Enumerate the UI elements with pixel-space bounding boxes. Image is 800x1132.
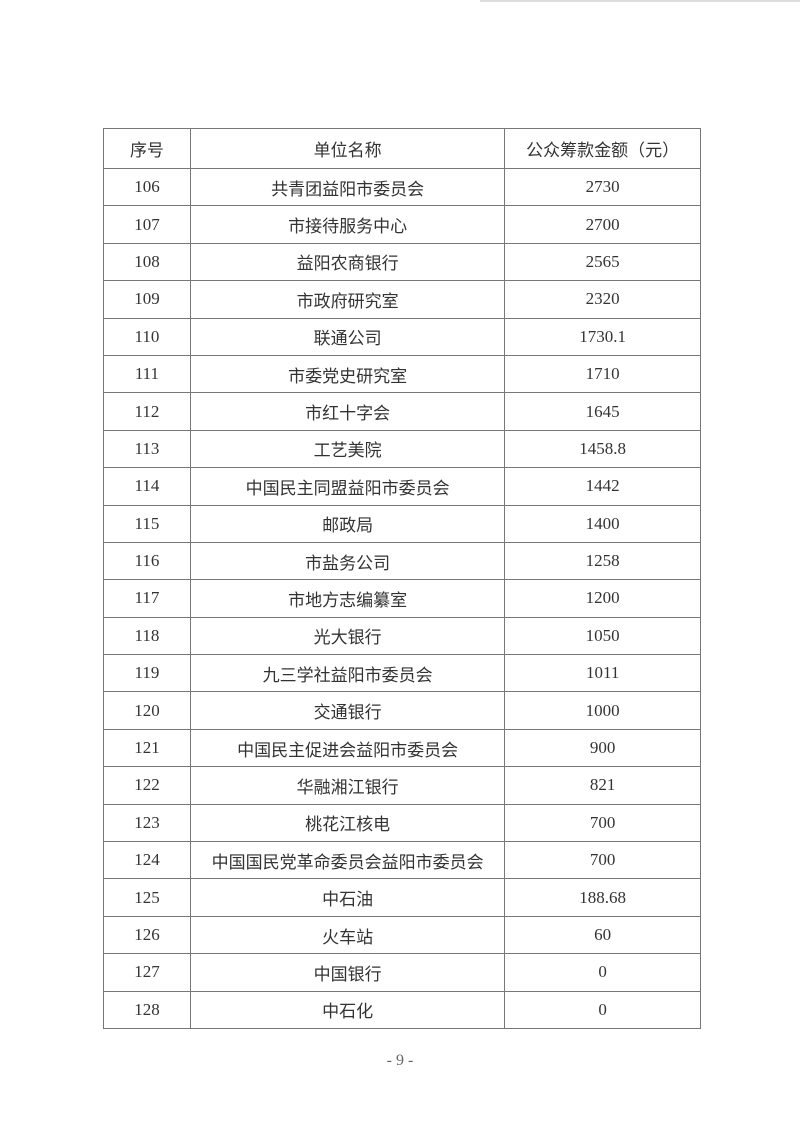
- cell-unit-name: 中石油: [189, 878, 506, 917]
- cell-amount: 1645: [504, 392, 701, 431]
- cell-amount: 700: [504, 803, 701, 843]
- cell-amount: 2565: [504, 242, 701, 282]
- cell-unit-name: 市地方志编纂室: [189, 579, 506, 618]
- cell-amount: 0: [504, 953, 701, 992]
- cell-index: 113: [103, 429, 191, 469]
- table-row: 111 市委党史研究室 1710: [103, 354, 701, 394]
- cell-amount: 821: [504, 766, 701, 805]
- table-row: 116 市盐务公司 1258: [103, 541, 701, 581]
- table-row: 122 华融湘江银行 821: [103, 766, 701, 805]
- header-amount: 公众筹款金额（元）: [504, 128, 701, 169]
- cell-unit-name: 中国民主同盟益阳市委员会: [189, 467, 506, 506]
- table-row: 117 市地方志编纂室 1200: [103, 579, 701, 618]
- table-row: 109 市政府研究室 2320: [103, 280, 701, 319]
- cell-amount: 1400: [504, 504, 701, 543]
- cell-index: 127: [103, 953, 191, 992]
- cell-amount: 60: [504, 915, 701, 955]
- cell-amount: 1730.1: [504, 317, 701, 356]
- cell-index: 109: [103, 280, 191, 319]
- cell-unit-name: 华融湘江银行: [189, 766, 506, 805]
- cell-index: 116: [103, 541, 191, 581]
- table-row: 125 中石油 188.68: [103, 878, 701, 917]
- cell-unit-name: 火车站: [189, 915, 506, 955]
- cell-unit-name: 邮政局: [189, 504, 506, 543]
- cell-amount: 1000: [504, 691, 701, 730]
- table-row: 113 工艺美院 1458.8: [103, 429, 701, 469]
- cell-amount: 2730: [504, 167, 701, 207]
- cell-amount: 2320: [504, 280, 701, 319]
- cell-index: 119: [103, 654, 191, 693]
- cell-unit-name: 光大银行: [189, 616, 506, 656]
- table-row: 128 中石化 0: [103, 990, 701, 1029]
- cell-index: 121: [103, 728, 191, 768]
- cell-unit-name: 工艺美院: [189, 429, 506, 469]
- cell-index: 115: [103, 504, 191, 543]
- cell-index: 126: [103, 915, 191, 955]
- page-number: - 9 -: [386, 1052, 414, 1069]
- cell-amount: 700: [504, 841, 701, 880]
- cell-index: 124: [103, 841, 191, 880]
- cell-unit-name: 九三学社益阳市委员会: [189, 654, 506, 693]
- table-row: 123 桃花江核电 700: [103, 803, 701, 843]
- cell-index: 117: [103, 579, 191, 618]
- header-unit-name: 单位名称: [189, 128, 506, 169]
- table-row: 112 市红十字会 1645: [103, 392, 701, 431]
- cell-amount: 1458.8: [504, 429, 701, 469]
- cell-index: 125: [103, 878, 191, 917]
- cell-index: 112: [103, 392, 191, 431]
- cell-index: 120: [103, 691, 191, 730]
- table-row: 124 中国国民党革命委员会益阳市委员会 700: [103, 841, 701, 880]
- cell-index: 110: [103, 317, 191, 356]
- cell-index: 128: [103, 990, 191, 1029]
- table-row: 110 联通公司 1730.1: [103, 317, 701, 356]
- scan-edge-line: [480, 0, 800, 2]
- table-header-row: 序号 单位名称 公众筹款金额（元）: [103, 128, 701, 169]
- table-row: 119 九三学社益阳市委员会 1011: [103, 654, 701, 693]
- donation-table: 序号 单位名称 公众筹款金额（元） 106 共青团益阳市委员会 2730 107 市接待…: [103, 128, 701, 1029]
- cell-unit-name: 中石化: [189, 990, 506, 1029]
- table-row: 106 共青团益阳市委员会 2730: [103, 167, 701, 207]
- cell-index: 107: [103, 205, 191, 244]
- cell-amount: 1011: [504, 654, 701, 693]
- cell-unit-name: 中国民主促进会益阳市委员会: [189, 728, 506, 768]
- cell-unit-name: 联通公司: [189, 317, 506, 356]
- cell-amount: 1200: [504, 579, 701, 618]
- cell-amount: 2700: [504, 205, 701, 244]
- cell-unit-name: 中国国民党革命委员会益阳市委员会: [189, 841, 506, 880]
- cell-unit-name: 益阳农商银行: [189, 242, 506, 282]
- table-row: 126 火车站 60: [103, 915, 701, 955]
- cell-amount: 1710: [504, 354, 701, 394]
- table-row: 115 邮政局 1400: [103, 504, 701, 543]
- cell-index: 111: [103, 354, 191, 394]
- cell-index: 106: [103, 167, 191, 207]
- table-row: 120 交通银行 1000: [103, 691, 701, 730]
- cell-unit-name: 桃花江核电: [189, 803, 506, 843]
- table-row: 114 中国民主同盟益阳市委员会 1442: [103, 467, 701, 506]
- cell-unit-name: 市接待服务中心: [189, 205, 506, 244]
- cell-amount: 1442: [504, 467, 701, 506]
- cell-unit-name: 市盐务公司: [189, 541, 506, 581]
- cell-index: 108: [103, 242, 191, 282]
- cell-amount: 188.68: [504, 878, 701, 917]
- table-row: 107 市接待服务中心 2700: [103, 205, 701, 244]
- cell-amount: 0: [504, 990, 701, 1029]
- cell-amount: 900: [504, 728, 701, 768]
- table-row: 121 中国民主促进会益阳市委员会 900: [103, 728, 701, 768]
- cell-unit-name: 市政府研究室: [189, 280, 506, 319]
- cell-unit-name: 市委党史研究室: [189, 354, 506, 394]
- cell-amount: 1258: [504, 541, 701, 581]
- cell-unit-name: 共青团益阳市委员会: [189, 167, 506, 207]
- cell-unit-name: 市红十字会: [189, 392, 506, 431]
- cell-index: 114: [103, 467, 191, 506]
- cell-index: 123: [103, 803, 191, 843]
- header-index: 序号: [103, 128, 191, 169]
- table-row: 118 光大银行 1050: [103, 616, 701, 656]
- cell-unit-name: 中国银行: [189, 953, 506, 992]
- cell-index: 118: [103, 616, 191, 656]
- cell-unit-name: 交通银行: [189, 691, 506, 730]
- table-row: 108 益阳农商银行 2565: [103, 242, 701, 282]
- table-row: 127 中国银行 0: [103, 953, 701, 992]
- cell-index: 122: [103, 766, 191, 805]
- cell-amount: 1050: [504, 616, 701, 656]
